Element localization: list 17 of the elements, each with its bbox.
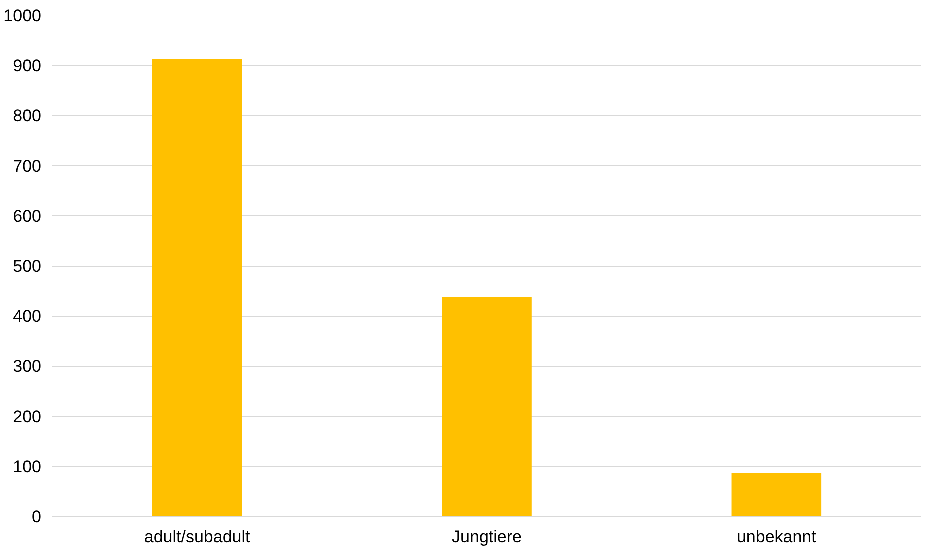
y-tick-label: 600 bbox=[13, 206, 42, 226]
y-tick-label: 100 bbox=[13, 457, 42, 476]
y-tick-label: 700 bbox=[13, 156, 42, 176]
bar bbox=[442, 297, 532, 516]
y-tick-label: 800 bbox=[13, 106, 42, 126]
y-tick-label: 900 bbox=[13, 56, 42, 76]
y-tick-label: 200 bbox=[13, 407, 42, 426]
x-tick-label: unbekannt bbox=[736, 528, 817, 546]
x-tick-label: Jungtiere bbox=[452, 528, 522, 546]
y-tick-label: 300 bbox=[13, 357, 42, 376]
y-tick-label: 500 bbox=[13, 257, 42, 276]
y-tick-label: 400 bbox=[13, 307, 42, 326]
bar bbox=[152, 59, 242, 516]
y-tick-label: 0 bbox=[32, 508, 42, 526]
y-tick-label: 1000 bbox=[4, 6, 42, 26]
bar bbox=[732, 473, 822, 516]
x-tick-label: adult/subadult bbox=[144, 528, 251, 546]
